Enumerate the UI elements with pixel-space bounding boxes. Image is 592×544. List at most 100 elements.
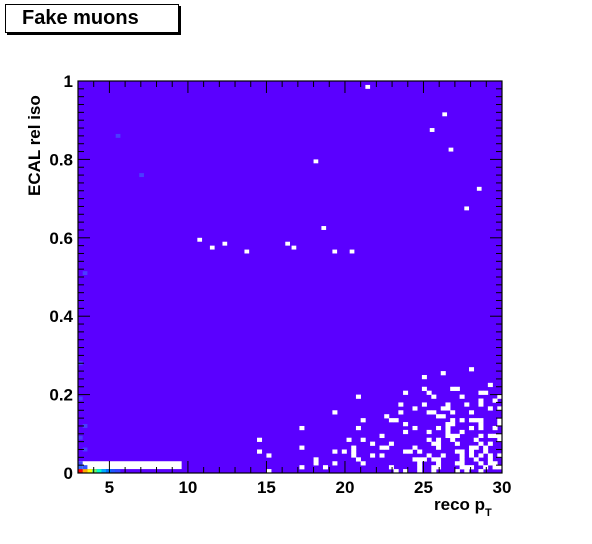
empty-bin: [197, 237, 203, 242]
empty-bin: [412, 425, 418, 431]
empty-bin: [478, 398, 484, 403]
x-tick-label: 20: [336, 478, 355, 497]
empty-bin: [417, 465, 423, 470]
empty-bin: [492, 461, 498, 466]
filled-bin: [78, 465, 83, 470]
empty-bin: [403, 449, 409, 454]
empty-bin: [454, 461, 460, 466]
empty-bin: [459, 453, 465, 458]
empty-bin: [469, 367, 475, 372]
filled-bin: [82, 469, 88, 473]
empty-bin: [332, 449, 338, 454]
empty-bin: [266, 469, 272, 473]
filled-bin: [96, 469, 102, 473]
empty-bin: [445, 425, 451, 431]
y-tick-label: 0.4: [49, 307, 73, 326]
empty-bin: [421, 386, 427, 391]
empty-bin: [349, 249, 355, 254]
empty-bin: [450, 433, 456, 439]
empty-bin: [497, 433, 502, 439]
empty-bin: [412, 445, 418, 450]
empty-bin: [257, 449, 263, 454]
empty-bin: [497, 406, 502, 411]
empty-bin: [412, 406, 418, 411]
empty-bin: [497, 418, 502, 423]
empty-bin: [431, 394, 437, 399]
empty-bin: [445, 422, 451, 427]
y-tick-label: 0: [64, 464, 73, 483]
empty-bin: [299, 465, 305, 470]
empty-bin: [487, 457, 493, 462]
filled-bin: [78, 461, 83, 466]
empty-bin: [445, 433, 451, 439]
empty-bin: [431, 441, 437, 446]
filled-bin: [139, 173, 144, 178]
empty-bin: [487, 382, 493, 388]
chart-title: Fake muons: [5, 4, 179, 33]
empty-bin: [299, 425, 305, 431]
filled-bin: [82, 424, 88, 428]
empty-bin: [478, 469, 484, 473]
empty-bin: [473, 445, 479, 450]
empty-bin: [440, 453, 446, 458]
empty-bin: [431, 465, 437, 470]
empty-bin: [266, 453, 272, 458]
empty-bin: [469, 445, 475, 450]
empty-bin: [454, 386, 460, 391]
empty-bin: [355, 457, 361, 462]
filled-bin: [87, 469, 93, 473]
empty-bin: [341, 449, 347, 454]
empty-bin: [487, 406, 493, 411]
y-tick-label: 1: [64, 72, 73, 91]
empty-bin: [478, 422, 484, 427]
empty-bin: [487, 461, 493, 466]
empty-bin: [398, 402, 404, 407]
filled-bin: [115, 469, 121, 473]
empty-bin: [426, 437, 432, 442]
empty-bin: [436, 437, 442, 442]
empty-bin: [431, 410, 437, 415]
empty-bin: [426, 390, 432, 395]
empty-bin: [450, 422, 456, 427]
empty-bin: [459, 418, 465, 423]
empty-bin: [421, 375, 427, 380]
empty-bin: [483, 390, 489, 395]
empty-bin: [497, 465, 502, 470]
empty-bin: [322, 465, 328, 470]
empty-bin: [370, 441, 376, 446]
filled-bin: [78, 435, 83, 440]
empty-bin: [440, 414, 446, 419]
y-tick-label: 0.6: [49, 229, 73, 248]
empty-bin: [403, 390, 409, 395]
empty-bin: [483, 445, 489, 450]
empty-bin: [464, 206, 470, 211]
empty-bin: [478, 402, 484, 407]
empty-bin: [476, 186, 482, 191]
empty-bin: [360, 418, 366, 423]
empty-bin: [459, 394, 465, 399]
empty-bin: [388, 441, 394, 446]
empty-bin: [440, 371, 446, 376]
empty-bin: [431, 469, 437, 473]
empty-bin: [436, 441, 442, 446]
empty-bin: [442, 112, 448, 117]
empty-bin: [478, 418, 484, 423]
empty-bin: [436, 457, 442, 462]
empty-bin: [459, 449, 465, 454]
empty-bin: [448, 147, 454, 152]
empty-bin: [285, 241, 290, 246]
empty-bin: [492, 465, 498, 470]
empty-bin: [355, 425, 361, 431]
empty-bin: [417, 457, 423, 462]
empty-bin: [417, 449, 423, 454]
empty-bin: [355, 394, 361, 399]
empty-bin: [388, 465, 394, 470]
empty-bin: [469, 449, 475, 454]
x-tick-label: 10: [178, 478, 197, 497]
empty-bin: [492, 433, 498, 439]
empty-bin: [436, 461, 442, 466]
empty-bin: [454, 441, 460, 446]
empty-bin: [321, 226, 327, 230]
empty-bin: [426, 410, 432, 415]
